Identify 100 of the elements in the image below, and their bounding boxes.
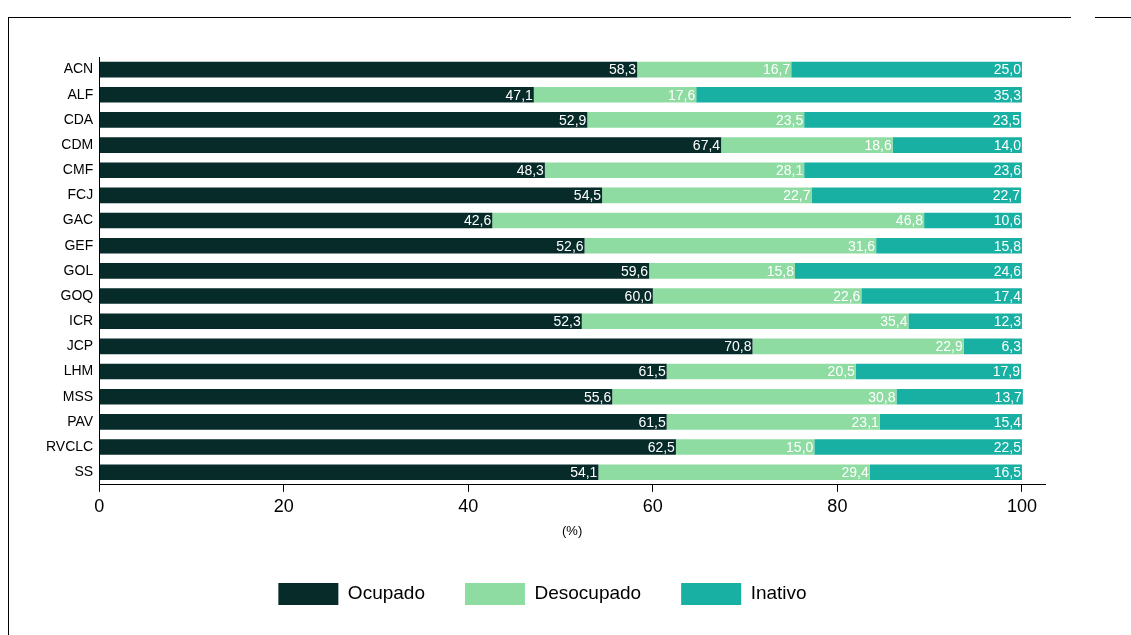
data-label: 54,1 xyxy=(570,464,598,481)
bar xyxy=(811,187,1022,204)
data-label: 48,3 xyxy=(516,162,545,179)
legend-label: Inativo xyxy=(750,582,807,604)
data-label: 22,7 xyxy=(992,187,1021,204)
bar xyxy=(99,439,676,455)
data-label: 15,0 xyxy=(786,438,814,455)
data-label: 15,8 xyxy=(993,237,1022,254)
bar xyxy=(675,439,815,455)
data-label: 58,3 xyxy=(608,61,637,78)
bar xyxy=(666,363,856,380)
bar xyxy=(804,112,1022,128)
data-label: 30,8 xyxy=(868,388,896,405)
bar xyxy=(721,137,893,153)
bar xyxy=(99,212,493,229)
bar xyxy=(612,388,897,405)
data-label: 25,0 xyxy=(993,61,1022,78)
bar xyxy=(794,263,1022,279)
bar xyxy=(99,338,753,355)
data-label: 23,5 xyxy=(775,111,804,128)
data-label: 23,1 xyxy=(851,413,880,430)
bar xyxy=(752,338,964,355)
data-label: 35,4 xyxy=(880,313,908,330)
data-label: 47,1 xyxy=(505,86,534,103)
bar xyxy=(892,137,1022,153)
x-tick-label: 100 xyxy=(1006,495,1037,516)
bar xyxy=(584,237,877,254)
y-tick-label: RVCLC xyxy=(46,437,94,454)
y-tick-label: CDM xyxy=(61,135,94,152)
bar xyxy=(99,112,588,128)
bar xyxy=(492,212,925,229)
data-label: 22,7 xyxy=(783,187,811,204)
data-label: 28,1 xyxy=(775,162,804,179)
bar xyxy=(99,313,582,330)
y-tick-label: SS xyxy=(74,463,94,480)
bar xyxy=(637,61,792,78)
data-label: 15,4 xyxy=(993,413,1022,430)
data-label: 52,6 xyxy=(556,237,584,254)
y-tick-label: GAC xyxy=(62,211,94,228)
data-label: 17,4 xyxy=(993,287,1022,304)
data-label: 15,8 xyxy=(766,262,795,279)
data-label: 12,3 xyxy=(993,313,1022,330)
data-label: 62,5 xyxy=(647,438,676,455)
bar xyxy=(99,187,603,204)
bar xyxy=(581,313,909,330)
y-tick-label: FCJ xyxy=(67,186,94,203)
y-tick-label: MSS xyxy=(62,387,94,404)
x-axis-title: (%) xyxy=(561,522,583,538)
bar xyxy=(99,162,545,179)
data-label: 20,5 xyxy=(827,363,856,380)
data-label: 24,6 xyxy=(993,262,1022,279)
bar xyxy=(791,61,1022,78)
y-tick-label: PAV xyxy=(67,412,94,429)
y-tick-label: JCP xyxy=(66,337,94,354)
data-label: 55,6 xyxy=(583,388,612,405)
legend-label: Desocupado xyxy=(534,582,642,604)
data-label: 35,3 xyxy=(993,86,1022,103)
data-label: 22,6 xyxy=(833,287,861,304)
legend-label: Ocupado xyxy=(347,582,425,604)
bar xyxy=(649,263,795,279)
y-tick-label: GEF xyxy=(64,236,94,253)
data-label: 18,6 xyxy=(864,136,892,153)
data-label: 60,0 xyxy=(624,287,653,304)
data-label: 16,5 xyxy=(993,464,1022,481)
data-label: 13,7 xyxy=(994,388,1023,405)
bar xyxy=(876,237,1022,254)
data-label: 14,0 xyxy=(993,136,1022,153)
bar xyxy=(99,61,638,78)
x-tick-label: 40 xyxy=(458,495,479,516)
data-label: 46,8 xyxy=(895,212,924,229)
bar xyxy=(879,414,1022,430)
bar xyxy=(544,162,805,179)
bar xyxy=(99,137,722,153)
bar xyxy=(908,313,1022,330)
bar xyxy=(99,237,585,254)
y-tick-label: CDA xyxy=(63,110,94,127)
data-label: 52,3 xyxy=(553,313,581,330)
data-label: 61,5 xyxy=(638,363,666,380)
data-label: 22,9 xyxy=(935,338,964,355)
data-label: 29,4 xyxy=(841,464,869,481)
data-label: 31,6 xyxy=(847,237,876,254)
bar xyxy=(99,464,599,481)
bar xyxy=(804,162,1022,179)
bar xyxy=(587,112,805,128)
bar xyxy=(598,464,870,481)
bar xyxy=(99,363,667,380)
bar xyxy=(533,86,697,103)
bar xyxy=(814,439,1022,455)
data-label: 59,6 xyxy=(620,262,649,279)
data-label: 17,9 xyxy=(992,363,1021,380)
x-tick-label: 60 xyxy=(642,495,663,516)
data-label: 67,4 xyxy=(692,136,721,153)
bar xyxy=(99,263,650,279)
bar xyxy=(99,388,613,405)
data-label: 17,6 xyxy=(667,86,696,103)
data-label: 10,6 xyxy=(993,212,1022,229)
data-label: 42,6 xyxy=(464,212,492,229)
bar xyxy=(99,86,534,103)
y-tick-label: ALF xyxy=(67,85,94,102)
x-tick-label: 0 xyxy=(94,495,105,516)
